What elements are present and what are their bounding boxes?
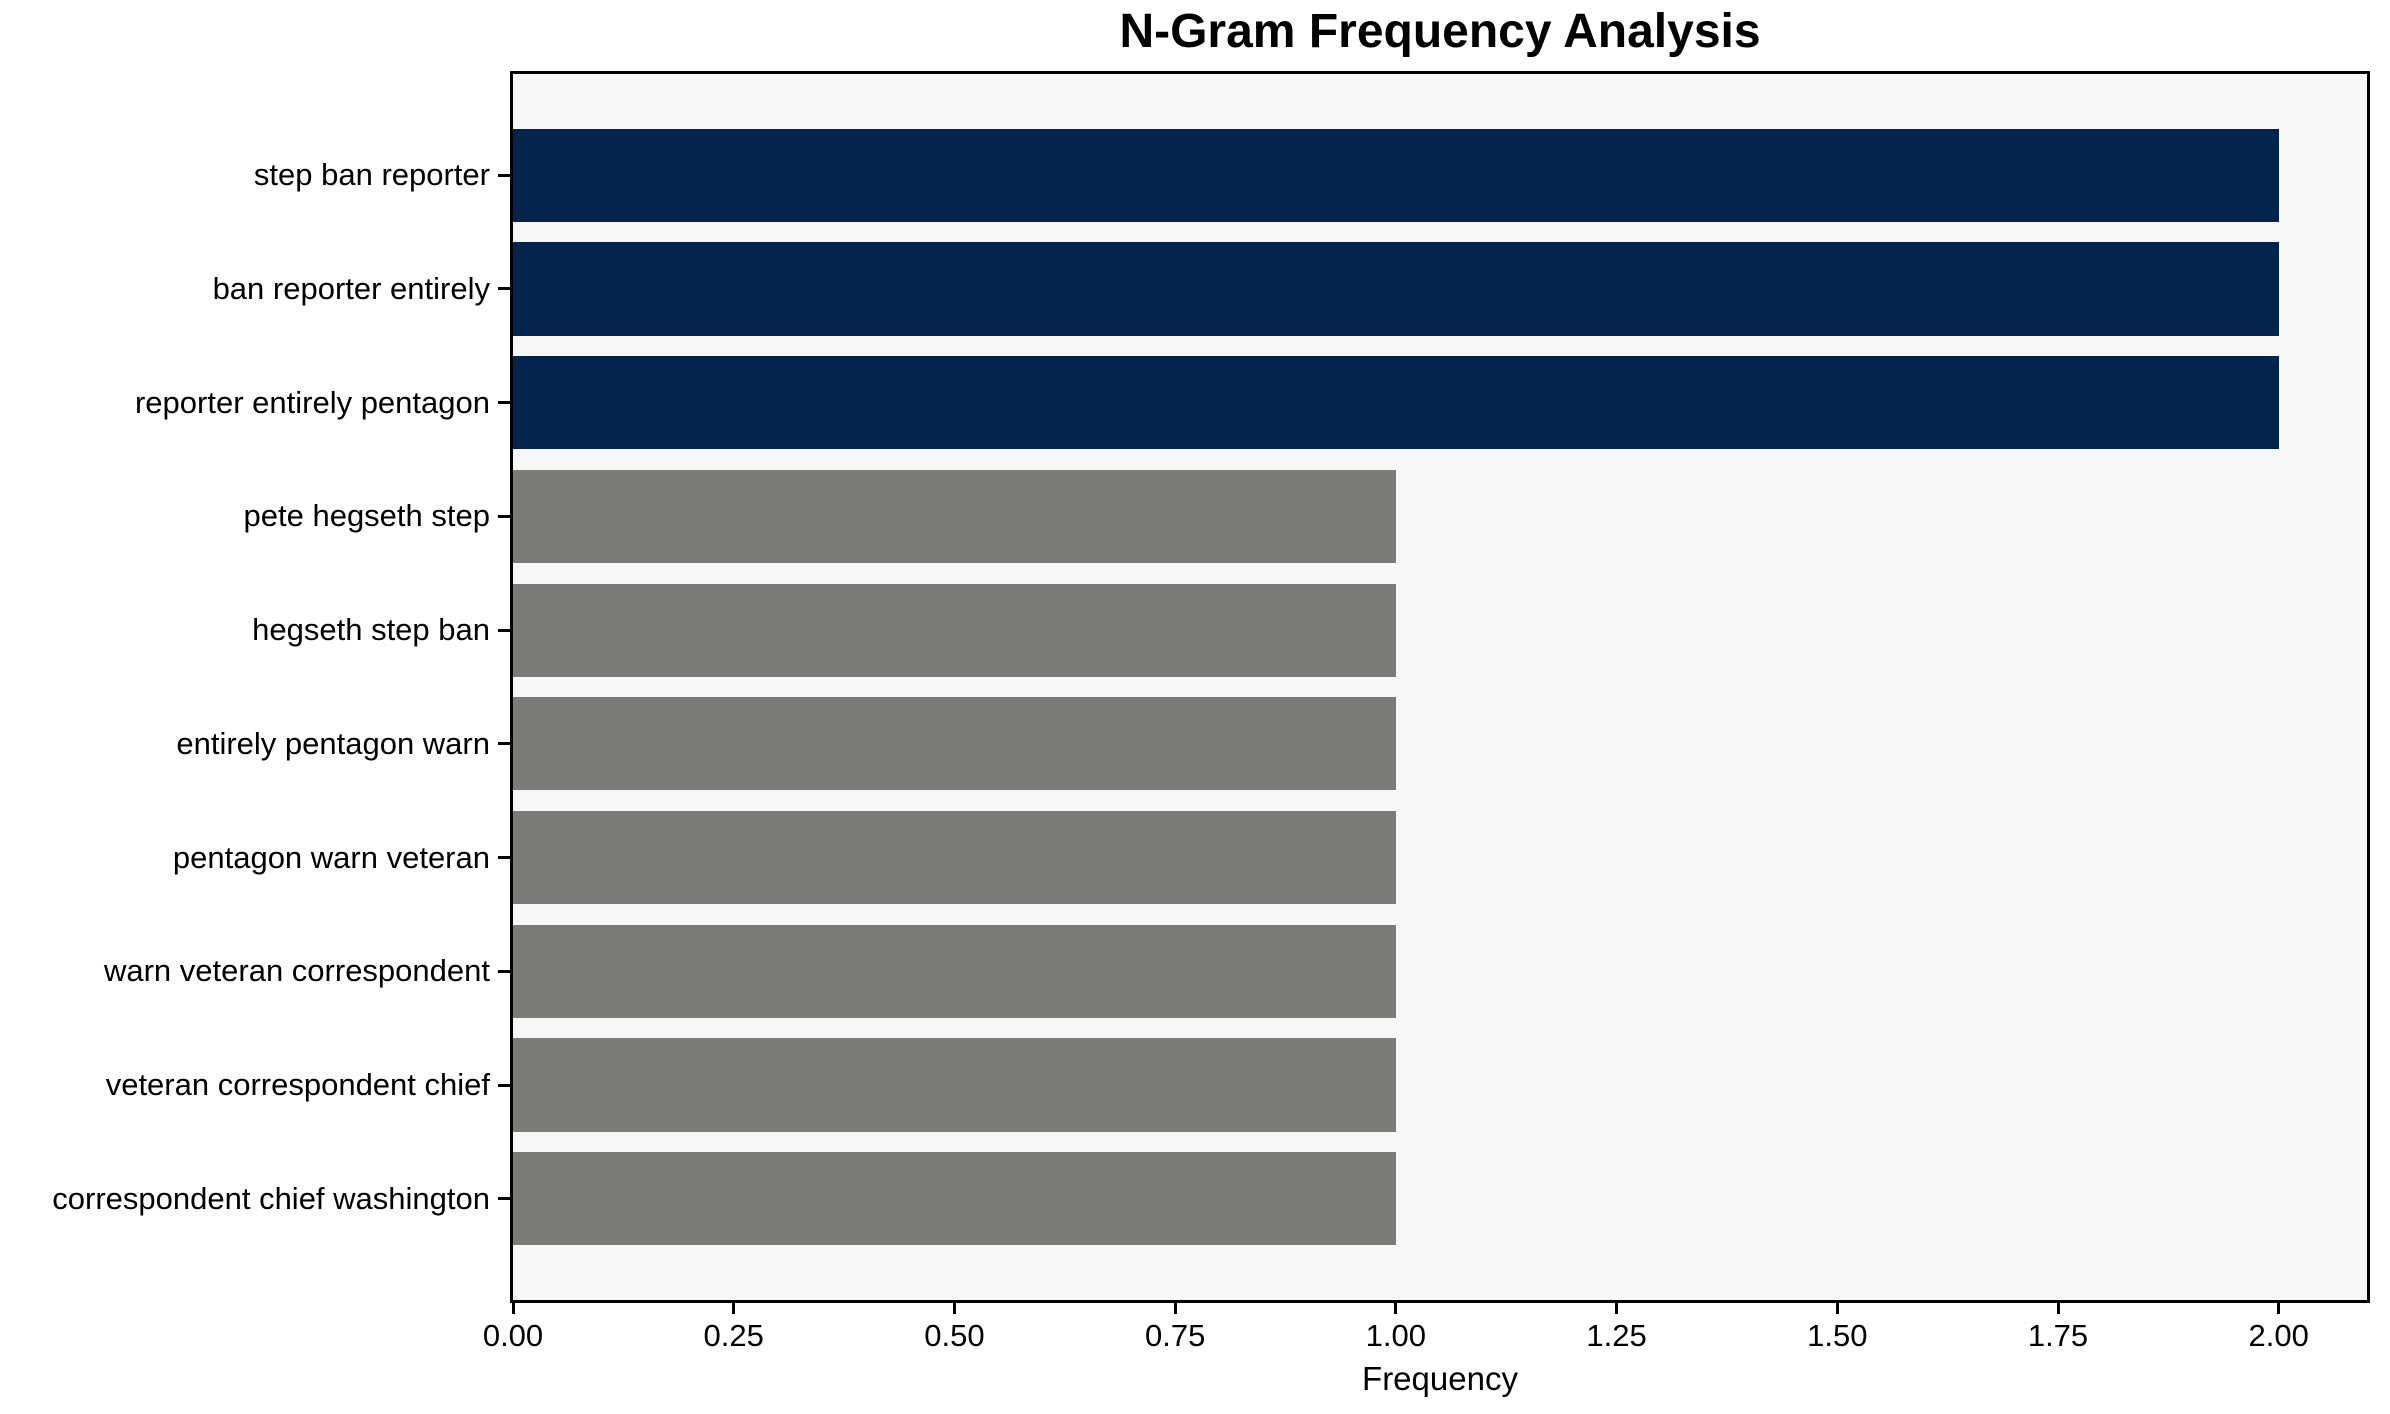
y-tick-label: pete hegseth step xyxy=(243,498,490,534)
x-tick-label: 1.25 xyxy=(1586,1318,1647,1353)
bar xyxy=(513,356,2279,450)
x-tick-label: 1.00 xyxy=(1365,1318,1427,1353)
bar xyxy=(513,697,1396,791)
x-tick-mark xyxy=(2277,1303,2281,1314)
x-tick-label: 0.25 xyxy=(703,1318,764,1353)
y-tick-label: step ban reporter xyxy=(253,157,490,193)
bar xyxy=(513,469,1396,564)
x-tick-label: 1.75 xyxy=(2027,1318,2089,1353)
bars-container xyxy=(513,74,2367,1300)
x-tick-label: 0.00 xyxy=(482,1318,544,1353)
x-tick-mark xyxy=(1394,1303,1398,1314)
x-tick-mark xyxy=(2056,1303,2060,1314)
y-tick-label: veteran correspondent chief xyxy=(105,1067,490,1103)
y-tick-label: entirely pentagon warn xyxy=(176,725,490,761)
bar xyxy=(513,1152,1396,1246)
y-tick-mark xyxy=(498,401,510,405)
y-tick-mark xyxy=(498,1197,510,1201)
y-tick-mark xyxy=(498,742,510,746)
x-tick-label: 0.50 xyxy=(924,1318,985,1353)
x-tick-mark xyxy=(732,1303,736,1314)
x-tick-mark xyxy=(1173,1303,1177,1314)
bar xyxy=(513,242,2279,336)
x-tick-mark xyxy=(1615,1303,1619,1314)
x-tick-mark xyxy=(511,1303,515,1314)
y-tick-mark xyxy=(498,856,510,860)
x-axis-label: Frequency xyxy=(1362,1360,1518,1397)
bar xyxy=(513,583,1396,677)
y-tick-mark xyxy=(498,628,510,632)
y-tick-label: hegseth step ban xyxy=(252,612,490,648)
x-tick-label: 2.00 xyxy=(2248,1318,2309,1353)
bar xyxy=(513,128,2279,222)
x-tick-label: 1.50 xyxy=(1807,1318,1868,1353)
y-tick-label: correspondent chief washington xyxy=(52,1180,490,1216)
x-tick-mark xyxy=(1835,1303,1839,1314)
y-tick-mark xyxy=(498,514,510,518)
chart-title: N-Gram Frequency Analysis xyxy=(1119,5,1761,58)
bar xyxy=(513,924,1396,1018)
y-tick-label: ban reporter entirely xyxy=(212,270,490,306)
y-tick-mark xyxy=(498,1083,510,1087)
plot-area xyxy=(510,71,2370,1303)
y-tick-label: warn veteran correspondent xyxy=(103,953,490,989)
y-tick-mark xyxy=(498,173,510,177)
bar xyxy=(513,1038,1396,1132)
y-tick-mark xyxy=(498,287,510,291)
x-tick-label: 0.75 xyxy=(1144,1318,1206,1353)
y-tick-mark xyxy=(498,969,510,973)
y-tick-label: pentagon warn veteran xyxy=(172,839,490,875)
y-tick-label: reporter entirely pentagon xyxy=(134,384,490,420)
bar xyxy=(513,810,1396,905)
x-tick-mark xyxy=(952,1303,956,1314)
